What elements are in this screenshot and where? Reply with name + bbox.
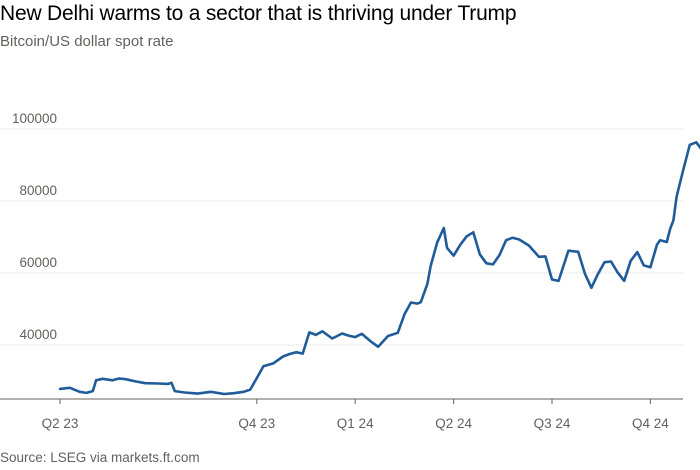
gridlines bbox=[0, 128, 683, 346]
series-line bbox=[58, 141, 700, 396]
x-tick-label: Q2 23 bbox=[42, 416, 79, 431]
chart-subtitle: Bitcoin/US dollar spot rate bbox=[0, 33, 174, 50]
y-tick-label: 100000 bbox=[12, 111, 57, 126]
y-axis-labels: 40000 60000 80000 100000 bbox=[12, 111, 57, 342]
x-tick-label: Q3 24 bbox=[534, 416, 571, 431]
x-tick-label: Q1 24 bbox=[337, 416, 374, 431]
x-axis bbox=[0, 398, 683, 404]
y-tick-label: 80000 bbox=[19, 183, 57, 198]
series-layer bbox=[58, 141, 700, 396]
x-tick-label: Q2 24 bbox=[435, 416, 472, 431]
x-tick-label: Q4 23 bbox=[238, 416, 275, 431]
chart-title: New Delhi warms to a sector that is thri… bbox=[0, 2, 517, 25]
x-tick-label: Q4 24 bbox=[632, 416, 669, 431]
y-tick-label: 40000 bbox=[19, 327, 57, 342]
chart-source: Source: LSEG via markets.ft.com bbox=[0, 450, 200, 465]
y-tick-label: 60000 bbox=[19, 255, 57, 270]
